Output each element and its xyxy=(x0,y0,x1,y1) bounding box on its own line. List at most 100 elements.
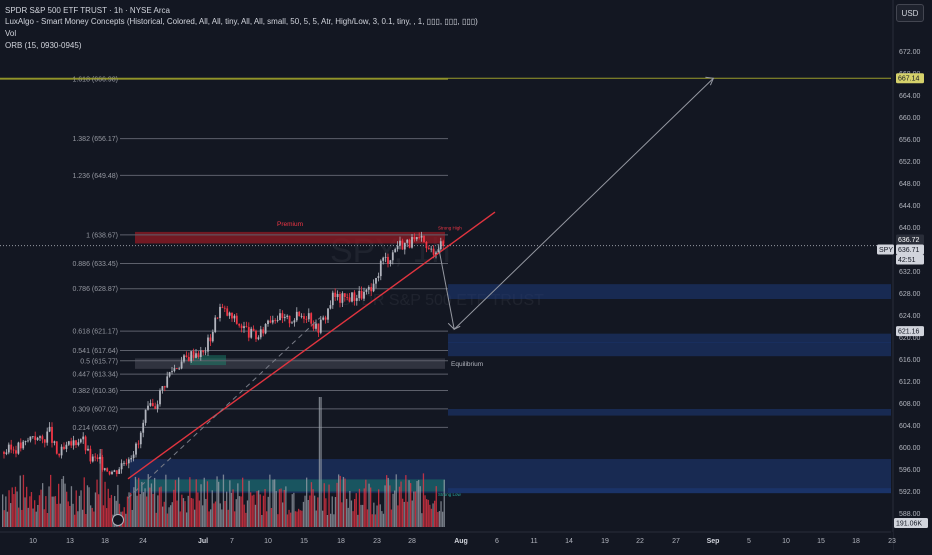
volume-bar xyxy=(230,492,233,527)
volume-bar xyxy=(251,495,253,527)
premium-zone xyxy=(135,231,445,244)
volume-bar xyxy=(254,504,257,527)
candle-body xyxy=(252,328,255,331)
spy-symbol-tag-bg xyxy=(877,244,894,255)
volume-bar xyxy=(125,513,127,527)
volume-bar xyxy=(386,475,388,527)
volume-bar xyxy=(256,491,258,527)
candle-body xyxy=(70,441,73,446)
volume-bar xyxy=(66,491,68,527)
candle-body xyxy=(315,323,317,329)
volume-bar xyxy=(198,500,201,527)
indicator-vol-label[interactable]: Vol xyxy=(5,29,17,38)
currency-button[interactable]: USD xyxy=(896,4,924,22)
volume-bar xyxy=(157,495,159,527)
candle-body xyxy=(262,329,265,334)
candle-body xyxy=(293,320,296,323)
x-tick-label: 15 xyxy=(817,538,825,545)
candle-body xyxy=(123,462,125,464)
candle-body xyxy=(207,337,209,352)
candle-body xyxy=(425,241,428,249)
volume-bar xyxy=(443,479,445,527)
candle-body xyxy=(101,456,104,470)
volume-bar xyxy=(158,487,161,527)
candle-body xyxy=(111,471,113,475)
candle-body xyxy=(211,332,214,342)
candle-body xyxy=(283,316,286,319)
volume-bar xyxy=(96,479,98,527)
volume-tag: 191.06K xyxy=(896,521,922,528)
volume-bar xyxy=(237,483,239,527)
volume-bar xyxy=(101,449,103,527)
volume-bar xyxy=(397,505,399,527)
y-tick-label: 616.00 xyxy=(899,357,921,364)
order-block-zone xyxy=(448,342,891,357)
spy-symbol-tag: SPY xyxy=(879,247,893,254)
candle-body xyxy=(375,278,377,284)
candle-body xyxy=(257,337,260,340)
candle-body xyxy=(60,446,63,456)
candle-body xyxy=(389,260,392,264)
candle-body xyxy=(151,403,154,407)
indicator-smc-label[interactable]: LuxAlgo - Smart Money Concepts (Historic… xyxy=(5,17,478,26)
volume-bar xyxy=(104,481,106,527)
volume-bar xyxy=(429,504,431,527)
candle-body xyxy=(96,457,99,459)
volume-bar xyxy=(154,477,156,527)
candle-body xyxy=(204,351,207,353)
candle-body xyxy=(51,426,53,443)
candle-body xyxy=(91,456,94,462)
volume-bar xyxy=(179,511,181,527)
volume-bar xyxy=(336,482,338,527)
volume-bar xyxy=(150,483,153,527)
volume-bar xyxy=(358,488,361,527)
candle-body xyxy=(396,245,399,250)
volume-bar xyxy=(387,477,389,527)
x-tick-label: 11 xyxy=(530,538,537,545)
volume-bar xyxy=(45,496,47,527)
volume-bar xyxy=(398,486,401,527)
volume-bar xyxy=(219,503,221,527)
volume-bar xyxy=(155,512,157,527)
indicator-orb-label[interactable]: ORB (15, 0930-0945) xyxy=(5,41,82,50)
volume-bar xyxy=(58,483,60,527)
volume-bar xyxy=(434,500,436,527)
volume-bar xyxy=(314,495,316,527)
candle-body xyxy=(228,312,231,316)
candle-body xyxy=(377,276,380,279)
candle-body xyxy=(408,239,411,248)
candle-body xyxy=(87,448,89,451)
volume-bar xyxy=(189,477,191,527)
candle-body xyxy=(247,327,250,338)
volume-bar xyxy=(400,481,402,527)
candle-body xyxy=(223,307,226,309)
volume-bar xyxy=(181,494,183,527)
volume-bar xyxy=(299,510,301,527)
volume-bar xyxy=(410,483,412,527)
candle-body xyxy=(22,441,25,449)
candle-body xyxy=(238,323,241,326)
candle-body xyxy=(427,248,430,249)
volume-bar xyxy=(331,496,333,527)
volume-bar xyxy=(229,480,231,527)
candle-body xyxy=(53,441,56,443)
x-tick-label: Sep xyxy=(707,538,720,545)
volume-bar xyxy=(173,489,175,527)
earnings-icon xyxy=(112,514,124,526)
candle-body xyxy=(343,293,346,297)
level-price-tag-bg xyxy=(896,326,924,337)
volume-bar xyxy=(117,484,119,527)
volume-bar xyxy=(85,513,87,527)
volume-bar xyxy=(32,508,34,527)
volume-bar xyxy=(178,477,180,527)
candle-body xyxy=(346,296,349,298)
volume-bar xyxy=(341,502,343,527)
candle-body xyxy=(99,456,101,459)
volume-bar xyxy=(26,486,28,527)
candle-body xyxy=(17,442,20,454)
volume-bar xyxy=(86,485,89,527)
candle-body xyxy=(202,350,205,353)
equilibrium-label: Equilibrium xyxy=(451,361,483,368)
